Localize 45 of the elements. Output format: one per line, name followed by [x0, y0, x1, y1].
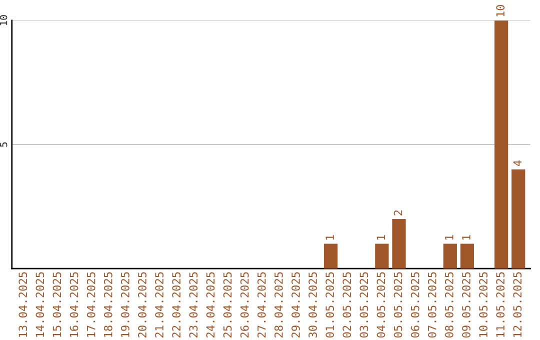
- bar: [494, 20, 508, 269]
- bar: [512, 169, 526, 269]
- x-tick-label: 17.04.2025: [86, 272, 96, 337]
- bar: [375, 244, 389, 269]
- x-tick-label: 29.04.2025: [292, 272, 300, 338]
- bar: [460, 244, 474, 269]
- x-tick-label: 10.05.2025: [479, 272, 488, 337]
- x-tick-label: 16.04.2025: [70, 272, 78, 337]
- bar: [443, 244, 457, 269]
- x-tick-label: 23.04.2025: [189, 272, 198, 338]
- x-tick-label: 25.04.2025: [223, 272, 232, 338]
- x-tick-label: 28.04.2025: [274, 272, 283, 338]
- x-tick-label: 03.05.2025: [360, 272, 368, 338]
- x-tick-label: 24.04.2025: [206, 272, 215, 338]
- data-label: 4: [513, 160, 522, 166]
- x-tick-label: 11.05.2025: [496, 272, 505, 337]
- x-tick-label: 26.04.2025: [240, 272, 249, 338]
- x-tick-label: 08.05.2025: [444, 272, 454, 338]
- x-tick-label: 18.04.2025: [104, 272, 112, 337]
- x-tick-label: 12.05.2025: [513, 272, 522, 337]
- x-tick-label: 30.04.2025: [308, 272, 317, 338]
- x-tick-label: 14.04.2025: [36, 272, 44, 337]
- data-label: 1: [462, 235, 470, 240]
- x-tick-label: 05.05.2025: [394, 272, 402, 338]
- x-tick-label: 15.04.2025: [52, 272, 62, 337]
- x-tick-label: 21.04.2025: [155, 272, 164, 338]
- x-tick-label: 02.05.2025: [342, 272, 352, 338]
- bar: [324, 244, 338, 269]
- x-tick-label: 06.05.2025: [410, 272, 420, 338]
- x-tick-label: 07.05.2025: [428, 272, 436, 338]
- data-label: 1: [326, 235, 334, 240]
- x-tick-label: 22.04.2025: [172, 272, 181, 338]
- data-label: 1: [376, 235, 386, 240]
- x-tick-label: 01.05.2025: [326, 272, 334, 338]
- x-tick-label: 19.04.2025: [120, 272, 130, 337]
- bar: [392, 218, 406, 269]
- data-label: 1: [445, 235, 454, 240]
- data-label: 10: [496, 4, 505, 16]
- y-tick-label: 5: [0, 142, 8, 147]
- x-tick-label: 13.04.2025: [18, 272, 28, 337]
- x-tick-label: 27.04.2025: [257, 272, 266, 338]
- x-tick-label: 20.04.2025: [138, 272, 146, 338]
- x-tick-label: 04.05.2025: [376, 272, 386, 338]
- data-label: 2: [394, 210, 402, 216]
- x-tick-label: 09.05.2025: [462, 272, 470, 338]
